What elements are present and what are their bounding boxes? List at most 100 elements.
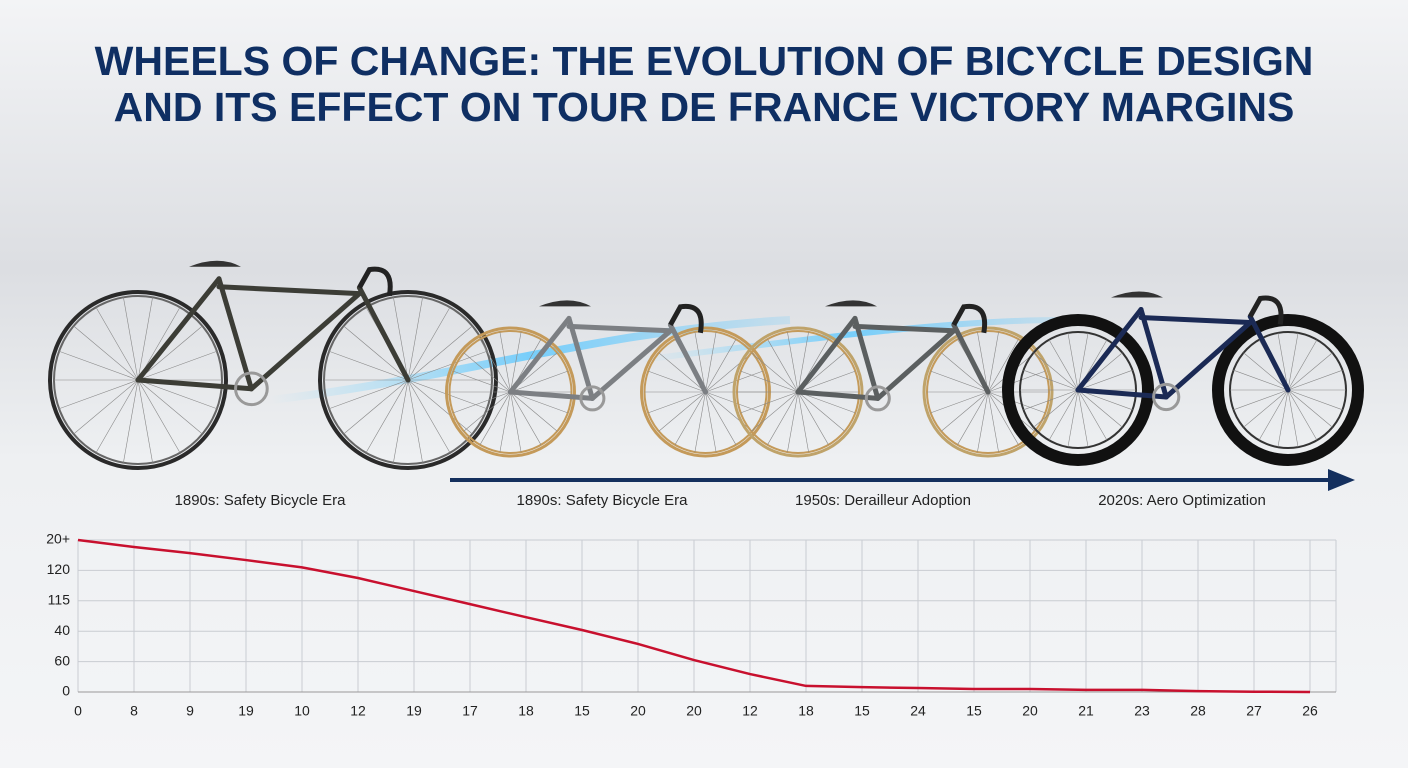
spoke xyxy=(1077,369,1133,391)
era-label: 1890s: Safety Bicycle Era xyxy=(175,492,347,509)
spoke xyxy=(705,391,717,453)
x-tick-label: 18 xyxy=(518,703,534,719)
spoke xyxy=(73,325,139,381)
spoke xyxy=(987,391,1046,414)
arrowhead xyxy=(1328,469,1355,491)
frame-tube xyxy=(1138,315,1253,325)
chainring xyxy=(579,385,606,412)
spoke xyxy=(393,379,409,463)
spoke xyxy=(407,379,473,435)
spoke xyxy=(658,391,706,432)
spoke xyxy=(977,391,989,453)
spoke xyxy=(767,339,799,393)
spoke xyxy=(463,352,511,393)
y-tick-label: 0 xyxy=(62,683,70,699)
spoke xyxy=(453,391,511,414)
spoke xyxy=(705,331,717,393)
handlebar xyxy=(951,303,988,334)
spoke xyxy=(787,391,799,453)
x-tick-label: 24 xyxy=(910,703,926,719)
wheel xyxy=(1002,314,1154,466)
spoke xyxy=(1023,389,1079,411)
spoke xyxy=(510,391,558,432)
spoke xyxy=(123,297,139,381)
spoke xyxy=(328,379,409,410)
frame-tube xyxy=(356,285,411,383)
spoke xyxy=(648,370,706,393)
bicycle xyxy=(48,260,498,470)
x-tick-label: 27 xyxy=(1246,703,1262,719)
spoke xyxy=(957,391,989,445)
handlebar xyxy=(1248,295,1284,325)
spoke xyxy=(1077,389,1108,441)
spoke xyxy=(930,391,989,414)
spoke xyxy=(1033,352,1079,391)
spoke xyxy=(930,370,989,393)
title-line: AND ITS EFFECT ON TOUR DE FRANCE VICTORY… xyxy=(114,84,1295,130)
spoke xyxy=(1287,339,1318,391)
saddle xyxy=(539,300,591,307)
frame-tube xyxy=(1163,320,1253,400)
spoke xyxy=(1287,332,1299,391)
x-tick-label: 17 xyxy=(462,703,478,719)
spoke xyxy=(1233,389,1289,411)
spoke xyxy=(705,339,737,393)
bicycle xyxy=(1002,291,1364,466)
era-label: 2020s: Aero Optimization xyxy=(1098,492,1266,509)
x-tick-label: 0 xyxy=(74,703,82,719)
wheel xyxy=(922,326,1054,458)
frame-tube xyxy=(1138,307,1169,400)
spoke xyxy=(73,379,139,435)
chainring xyxy=(864,385,891,412)
x-tick-label: 12 xyxy=(350,703,366,719)
spoke xyxy=(751,391,799,432)
spoke xyxy=(941,391,989,432)
frame-tube xyxy=(1075,307,1144,393)
spoke xyxy=(1287,389,1318,441)
wheel xyxy=(732,326,864,458)
spoke xyxy=(977,331,989,393)
y-tick-label: 20+ xyxy=(46,531,70,547)
title-line: WHEELS OF CHANGE: THE EVOLUTION OF BICYC… xyxy=(95,38,1314,84)
spoke xyxy=(751,352,799,393)
x-tick-label: 15 xyxy=(966,703,982,719)
spoke xyxy=(343,325,409,381)
spoke xyxy=(1243,352,1289,391)
spoke xyxy=(1277,389,1289,448)
spoke xyxy=(510,391,568,414)
spoke xyxy=(137,297,153,381)
era-label: 1890s: Safety Bicycle Era xyxy=(517,492,689,509)
spoke xyxy=(407,350,488,381)
chainring xyxy=(234,371,269,407)
data-line xyxy=(77,538,1311,694)
spoke xyxy=(95,379,139,453)
spoke xyxy=(941,352,989,393)
x-tick-label: 8 xyxy=(130,703,138,719)
spoke xyxy=(95,307,139,381)
spoke xyxy=(987,391,1019,445)
frame-tube xyxy=(795,315,858,395)
spoke xyxy=(137,379,203,435)
spoke xyxy=(510,370,568,393)
frame-tube xyxy=(216,284,362,297)
spoke xyxy=(1243,389,1289,428)
spoke xyxy=(658,352,706,393)
x-tick-label: 20 xyxy=(686,703,702,719)
spoke xyxy=(499,331,511,393)
spoke xyxy=(767,391,799,445)
chart: 20+ 120 115 40 60 00 8 9 19 10 12 19 17 18 15 20 20 12 18 1… xyxy=(46,531,1337,719)
spoke xyxy=(797,391,856,414)
frame-tube xyxy=(1075,387,1169,400)
wheel xyxy=(48,290,228,470)
spoke xyxy=(1287,389,1343,411)
handlebar xyxy=(357,266,393,297)
spoke xyxy=(510,391,522,453)
y-tick-label: 40 xyxy=(54,622,70,638)
spoke xyxy=(463,391,511,432)
spoke xyxy=(479,339,511,393)
spoke xyxy=(1033,389,1079,428)
spoke xyxy=(797,391,809,453)
spoke xyxy=(987,391,999,453)
spoke xyxy=(1077,389,1123,428)
spoke xyxy=(58,379,139,410)
